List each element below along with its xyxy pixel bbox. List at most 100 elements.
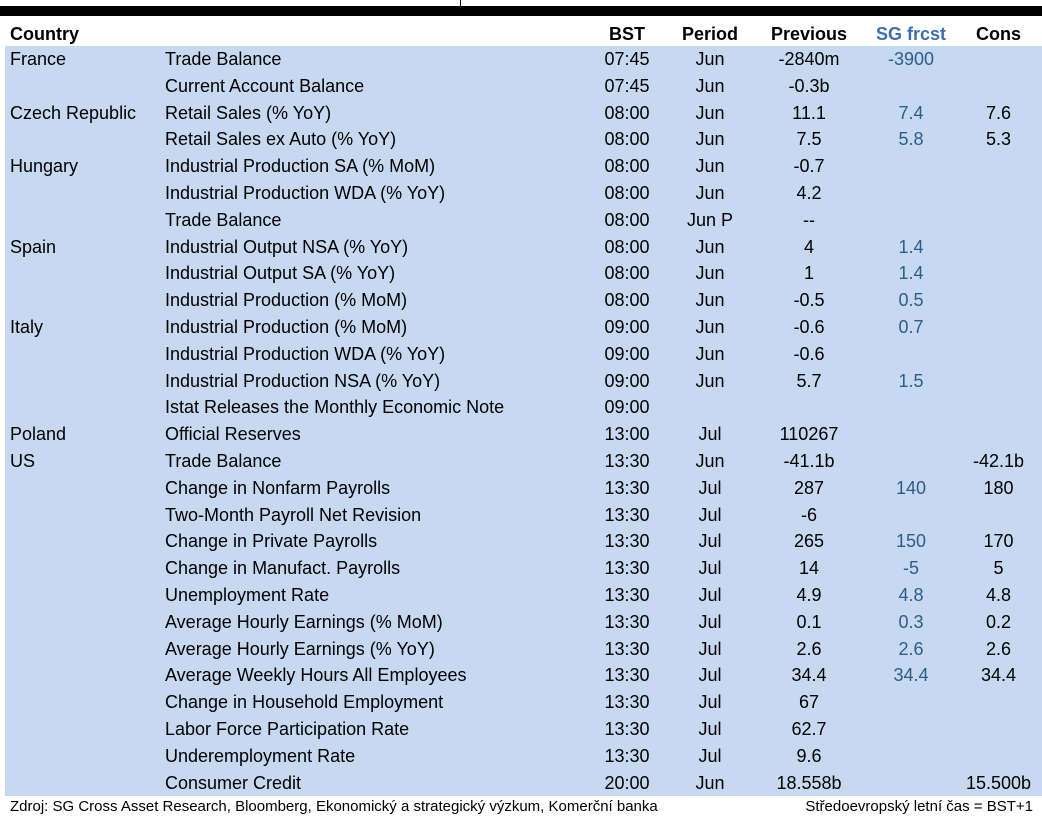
period-cell: Jul xyxy=(698,611,722,632)
sg-forecast-cell: 2.6 xyxy=(898,638,924,659)
sg-forecast-cell xyxy=(865,502,957,529)
period-cell: Jul xyxy=(698,504,722,525)
consensus-cell: 180 xyxy=(983,477,1014,498)
previous-cell: -0.5 xyxy=(793,290,825,311)
sg-forecast-cell: -3900 xyxy=(887,49,935,69)
bst-cell: 13:30 xyxy=(604,451,650,471)
period-cell: Jun xyxy=(695,772,725,793)
period-cell: Jun xyxy=(695,156,725,177)
country-cell: Poland xyxy=(10,424,67,445)
consensus-cell xyxy=(955,234,1042,261)
table-footer: Zdroj: SG Cross Asset Research, Bloomber… xyxy=(5,797,1037,819)
indicator-cell: Retail Sales ex Auto (% YoY) xyxy=(165,129,397,150)
consensus-cell xyxy=(955,314,1042,341)
consensus-cell xyxy=(955,207,1042,234)
sg-forecast-cell xyxy=(865,180,957,207)
consensus-cell xyxy=(955,502,1042,529)
indicator-cell: Industrial Output SA (% YoY) xyxy=(165,263,396,284)
indicator-cell: Industrial Production WDA (% YoY) xyxy=(165,183,446,203)
consensus-cell xyxy=(955,341,1042,368)
consensus-cell xyxy=(955,743,1042,770)
sg-forecast-cell xyxy=(865,394,957,421)
bst-cell: 13:30 xyxy=(604,531,650,552)
period-cell: Jul xyxy=(698,531,722,552)
table-row: Industrial Production (% MoM) 08:00 Jun -0.… xyxy=(5,287,1042,314)
consensus-cell: 7.6 xyxy=(985,102,1012,123)
indicator-cell: Trade Balance xyxy=(165,209,282,230)
bst-cell: 13:30 xyxy=(604,477,650,498)
sg-forecast-cell xyxy=(865,770,957,797)
bst-cell: 13:30 xyxy=(604,611,650,632)
consensus-cell: 170 xyxy=(983,531,1014,552)
table-row: France Trade Balance 07:45 Jun -2840m -3900 xyxy=(5,46,1042,73)
previous-cell: -0.6 xyxy=(793,343,825,364)
consensus-cell: -42.1b xyxy=(972,451,1025,471)
sg-forecast-cell xyxy=(865,73,957,100)
table-row: Hungary Industrial Production SA (% MoM) 0… xyxy=(5,153,1042,180)
previous-cell: 4.2 xyxy=(796,183,822,203)
table-row: Change in Household Employment 13:30 Jul 67 xyxy=(5,689,1042,716)
previous-cell: 14 xyxy=(798,558,820,579)
previous-cell: 4.9 xyxy=(796,585,822,605)
period-cell: Jul xyxy=(698,477,722,498)
period-cell: Jul xyxy=(698,585,722,605)
table-row: Average Hourly Earnings (% MoM) 13:30 Jul 0… xyxy=(5,609,1042,636)
bst-cell: 07:45 xyxy=(604,49,650,69)
bst-cell: 13:30 xyxy=(604,504,650,525)
sg-forecast-cell xyxy=(865,341,957,368)
country-cell: Spain xyxy=(10,236,57,257)
bst-cell: 09:00 xyxy=(604,370,650,391)
indicator-cell: Average Weekly Hours All Employees xyxy=(165,665,467,686)
sg-forecast-cell: 150 xyxy=(895,531,927,552)
period-cell: Jun xyxy=(695,263,725,284)
previous-cell: 11.1 xyxy=(792,102,826,123)
previous-cell: -0.7 xyxy=(793,156,825,177)
indicator-cell: Average Hourly Earnings (% MoM) xyxy=(165,611,443,632)
consensus-cell: 2.6 xyxy=(985,638,1012,659)
indicator-cell: Unemployment Rate xyxy=(165,585,330,605)
indicator-cell: Underemployment Rate xyxy=(165,745,356,766)
table-row: Average Hourly Earnings (% YoY) 13:30 Jul 2… xyxy=(5,636,1042,663)
table-row: Underemployment Rate 13:30 Jul 9.6 xyxy=(5,743,1042,770)
sg-forecast-cell xyxy=(865,743,957,770)
bst-cell: 08:00 xyxy=(604,156,650,177)
bst-cell: 08:00 xyxy=(604,209,650,230)
previous-cell: 9.6 xyxy=(796,745,822,766)
table-row: Industrial Production NSA (% YoY) 09:00 Ju… xyxy=(5,368,1042,395)
previous-cell: 67 xyxy=(798,692,820,713)
bst-cell: 08:00 xyxy=(604,290,650,311)
consensus-cell xyxy=(955,421,1042,448)
sg-forecast-cell: 0.3 xyxy=(898,611,924,632)
source-note: Zdroj: SG Cross Asset Research, Bloomber… xyxy=(10,798,658,815)
consensus-cell xyxy=(955,368,1042,395)
consensus-cell xyxy=(955,180,1042,207)
sg-forecast-cell xyxy=(865,716,957,743)
previous-cell: -0.3b xyxy=(788,75,830,96)
consensus-cell: 15.500b xyxy=(965,772,1032,793)
indicator-cell: Change in Household Employment xyxy=(165,692,444,713)
indicator-cell: Average Hourly Earnings (% YoY) xyxy=(165,638,435,659)
header-country: Country xyxy=(10,24,79,44)
previous-cell: -0.6 xyxy=(793,317,825,337)
bst-cell: 13:30 xyxy=(604,638,650,659)
table-row: Change in Private Payrolls 13:30 Jul 265 150… xyxy=(5,528,1042,555)
sg-forecast-cell: 0.7 xyxy=(898,317,924,337)
table-row: Consumer Credit 20:00 Jun 18.558b 15.500b xyxy=(5,770,1042,797)
bst-cell: 08:00 xyxy=(604,236,650,257)
period-cell xyxy=(667,394,753,421)
table-row: Italy Industrial Production (% MoM) 09:00 J… xyxy=(5,314,1042,341)
previous-cell: 2.6 xyxy=(796,638,822,659)
country-cell: Czech Republic xyxy=(10,102,137,123)
period-cell: Jul xyxy=(698,692,722,713)
period-cell: Jun P xyxy=(686,209,734,230)
sg-forecast-cell xyxy=(865,689,957,716)
top-divider-stub xyxy=(460,0,461,6)
previous-cell: 265 xyxy=(793,531,825,552)
period-cell: Jun xyxy=(695,236,725,257)
sg-forecast-cell: 1.4 xyxy=(898,263,924,284)
consensus-cell: 5.3 xyxy=(985,129,1012,150)
previous-cell: 5.7 xyxy=(796,370,822,391)
period-cell: Jul xyxy=(698,638,722,659)
sg-forecast-cell: 0.5 xyxy=(898,290,924,311)
table-header: Country BST Period Previous SG frcst Con… xyxy=(5,16,1042,46)
